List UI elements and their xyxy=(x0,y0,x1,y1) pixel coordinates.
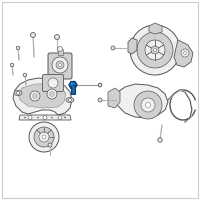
Polygon shape xyxy=(69,82,77,88)
Polygon shape xyxy=(116,84,168,118)
Circle shape xyxy=(43,116,47,119)
Circle shape xyxy=(111,46,115,50)
Circle shape xyxy=(37,117,39,118)
Circle shape xyxy=(24,117,26,118)
Circle shape xyxy=(29,122,59,152)
Circle shape xyxy=(158,138,162,142)
Circle shape xyxy=(28,116,32,119)
Circle shape xyxy=(32,34,34,36)
Circle shape xyxy=(58,46,62,51)
Polygon shape xyxy=(149,23,162,34)
Circle shape xyxy=(23,73,27,77)
Circle shape xyxy=(16,46,20,50)
Ellipse shape xyxy=(71,82,73,86)
Polygon shape xyxy=(128,38,137,54)
Circle shape xyxy=(151,46,159,54)
Polygon shape xyxy=(18,84,66,108)
Circle shape xyxy=(56,36,58,38)
Polygon shape xyxy=(19,115,71,120)
Circle shape xyxy=(134,91,162,119)
Circle shape xyxy=(145,40,165,60)
Circle shape xyxy=(68,98,72,102)
Circle shape xyxy=(30,32,36,38)
Circle shape xyxy=(137,32,173,68)
Circle shape xyxy=(141,98,155,112)
Circle shape xyxy=(112,47,114,49)
Polygon shape xyxy=(174,40,193,67)
Circle shape xyxy=(49,144,51,146)
Ellipse shape xyxy=(14,90,22,96)
Polygon shape xyxy=(98,83,102,87)
Circle shape xyxy=(154,48,156,51)
Circle shape xyxy=(24,74,26,76)
FancyBboxPatch shape xyxy=(48,53,72,79)
Circle shape xyxy=(16,92,20,95)
Circle shape xyxy=(52,57,68,73)
Circle shape xyxy=(56,61,64,69)
Circle shape xyxy=(39,132,49,142)
Circle shape xyxy=(99,99,101,101)
Circle shape xyxy=(184,51,186,54)
Circle shape xyxy=(50,92,54,97)
Circle shape xyxy=(58,64,62,66)
Circle shape xyxy=(146,102,151,108)
Circle shape xyxy=(17,47,19,49)
Circle shape xyxy=(99,84,101,86)
Circle shape xyxy=(10,63,14,67)
Ellipse shape xyxy=(66,98,74,102)
Circle shape xyxy=(159,139,161,141)
Circle shape xyxy=(54,34,60,40)
Circle shape xyxy=(130,25,180,75)
Circle shape xyxy=(48,143,52,147)
Bar xyxy=(58,49,62,55)
Polygon shape xyxy=(13,78,72,115)
Circle shape xyxy=(58,116,62,119)
Circle shape xyxy=(11,64,13,66)
Circle shape xyxy=(34,127,54,147)
Circle shape xyxy=(98,98,102,102)
Circle shape xyxy=(181,49,189,57)
Polygon shape xyxy=(108,88,120,108)
Circle shape xyxy=(51,117,53,118)
Circle shape xyxy=(47,89,57,99)
Circle shape xyxy=(48,78,58,88)
Bar xyxy=(71,85,75,94)
FancyBboxPatch shape xyxy=(42,74,64,92)
Circle shape xyxy=(30,91,40,101)
Circle shape xyxy=(64,117,66,118)
Circle shape xyxy=(42,135,46,139)
Circle shape xyxy=(32,94,38,98)
